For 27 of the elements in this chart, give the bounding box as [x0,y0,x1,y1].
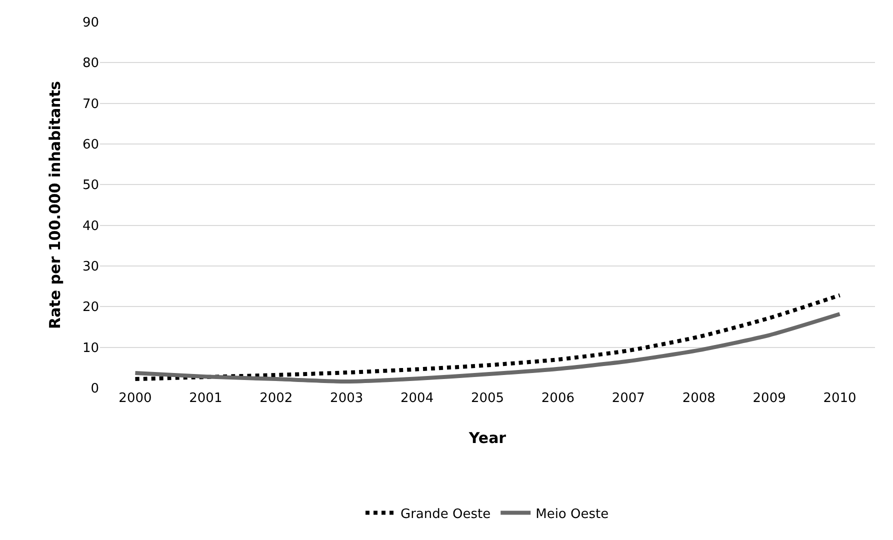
y-tick-label: 60 [82,138,99,153]
x-tick-label: 2005 [470,391,504,406]
legend-label: Meio Oeste [536,506,609,522]
y-axis-title: Rate per 100.000 inhabitants [46,80,64,329]
y-tick-label: 90 [82,16,99,31]
x-tick-label: 2007 [612,391,645,406]
x-tick-label: 2003 [330,391,364,406]
y-tick-label: 50 [82,178,99,194]
legend-label: Grande Oeste [400,506,491,522]
x-tick-label: 2010 [823,391,856,406]
x-tick-label: 2008 [682,391,716,406]
x-tick-label: 2004 [400,391,434,406]
line-series [133,312,842,384]
x-tick-label: 2000 [118,391,152,406]
x-tick-label: 2009 [752,391,786,406]
y-tick-label: 0 [90,382,99,397]
y-tick-label: 80 [82,56,99,72]
line-series [133,293,842,382]
x-axis-title: Year [468,429,507,447]
x-tick-label: 2001 [189,391,222,406]
y-tick-label: 40 [82,218,99,234]
x-tick-label: 2002 [260,391,293,406]
x-tick-label: 2006 [541,391,574,406]
y-tick-label: 20 [82,300,99,316]
y-tick-label: 70 [82,96,99,112]
y-tick-label: 30 [82,260,99,275]
y-tick-label: 10 [82,340,99,356]
